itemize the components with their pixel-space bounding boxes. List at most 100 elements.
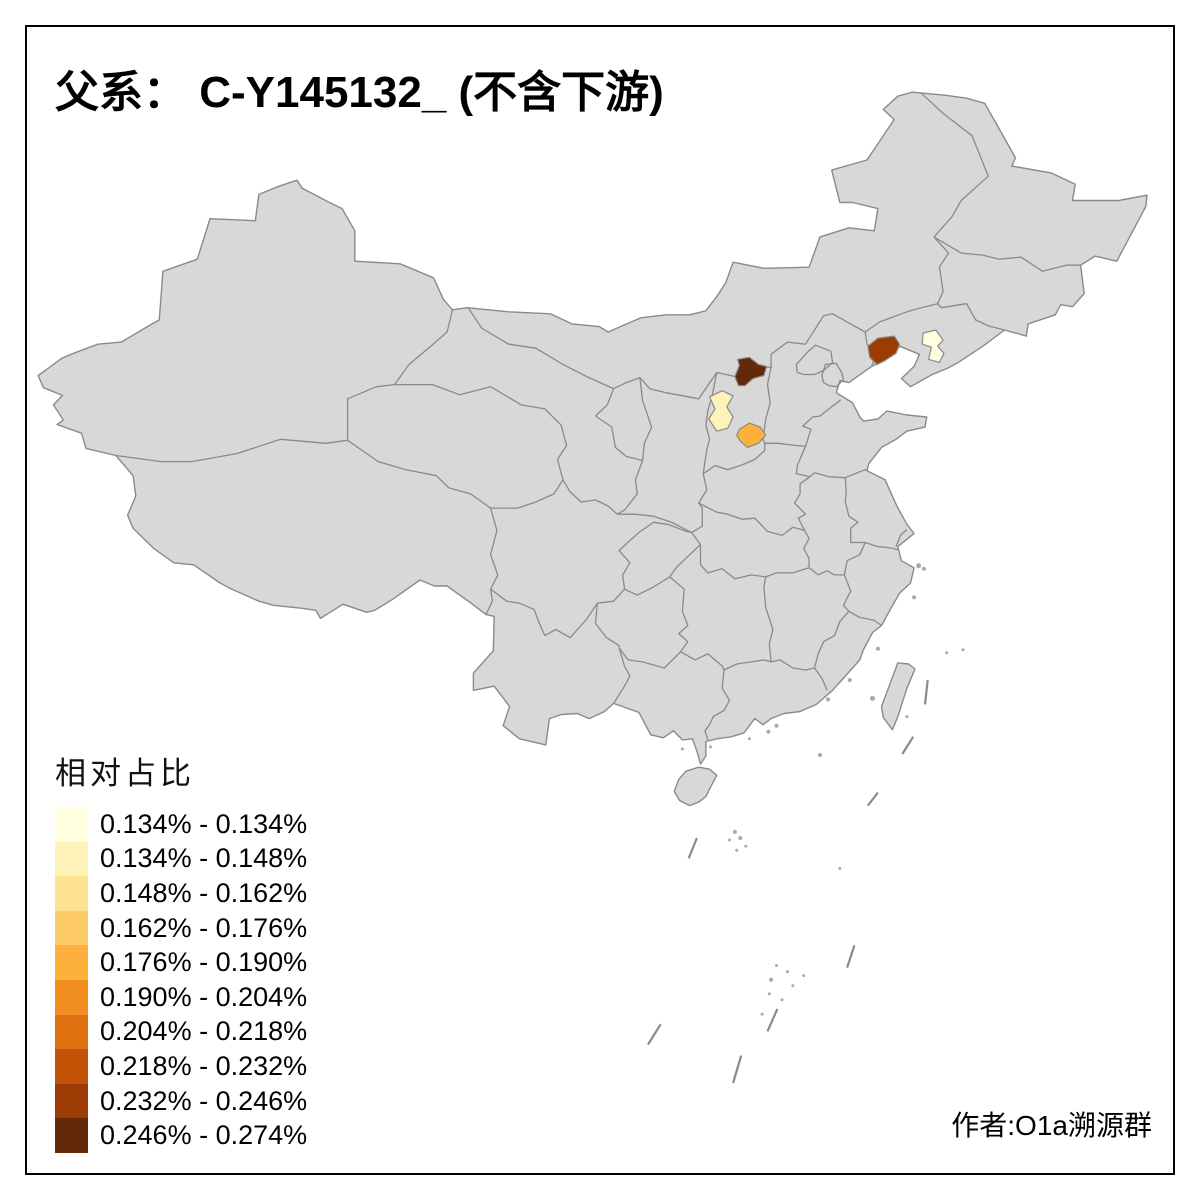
mainland-china xyxy=(37,91,1148,765)
region-4 xyxy=(708,390,734,432)
province-border xyxy=(803,530,810,568)
province-border xyxy=(844,477,866,544)
legend-label: 0.162% - 0.176% xyxy=(100,912,308,943)
province-border xyxy=(821,362,845,388)
islet xyxy=(760,1012,764,1016)
islet xyxy=(785,970,789,974)
sea-boundary-dash xyxy=(647,1023,662,1046)
legend-label: 0.176% - 0.190% xyxy=(100,947,308,978)
province-border xyxy=(795,446,811,478)
islet xyxy=(767,992,771,996)
islet xyxy=(922,566,926,571)
province-border xyxy=(702,443,766,475)
legend-item: 0.218% - 0.232% xyxy=(55,1049,307,1084)
legend: 相对占比 0.134% - 0.134% 0.134% - 0.148% 0.148… xyxy=(55,748,307,1153)
legend-label: 0.134% - 0.148% xyxy=(100,843,308,874)
attribution: 作者:O1a溯源群 xyxy=(951,1110,1152,1141)
legend-item: 0.162% - 0.176% xyxy=(55,910,308,946)
islet xyxy=(826,697,831,702)
islet xyxy=(870,695,875,701)
province-border xyxy=(595,388,615,417)
province-border xyxy=(865,541,898,551)
hainan-island xyxy=(673,766,718,807)
islet xyxy=(709,745,712,749)
sea-boundary-dash xyxy=(687,837,698,859)
province-border xyxy=(618,647,682,669)
legend-items: 0.134% - 0.134% 0.134% - 0.148% 0.148% - 0… xyxy=(55,807,307,1153)
sea-boundary-dash xyxy=(846,944,856,968)
islet xyxy=(802,974,806,978)
legend-swatch xyxy=(55,910,88,946)
legend-item: 0.232% - 0.246% xyxy=(55,1083,307,1119)
taiwan-island xyxy=(880,662,916,731)
province-border xyxy=(468,92,989,400)
province-border xyxy=(490,479,564,509)
region-3 xyxy=(921,329,945,363)
province-border xyxy=(813,610,850,669)
legend-swatch xyxy=(55,807,88,842)
islet xyxy=(766,729,771,734)
sea-boundary-dash xyxy=(923,679,929,705)
sea-boundary-dash xyxy=(901,736,915,755)
province-border xyxy=(937,303,1005,331)
islet xyxy=(735,848,739,852)
province-border xyxy=(347,439,491,509)
sea-boundary-dash xyxy=(867,791,879,807)
province-border xyxy=(802,399,842,447)
legend-swatch xyxy=(55,979,88,1015)
legend-label: 0.204% - 0.218% xyxy=(100,1016,308,1047)
islet xyxy=(738,836,743,840)
province-border xyxy=(394,383,568,480)
islet xyxy=(728,838,731,842)
legend-item: 0.176% - 0.190% xyxy=(55,945,307,980)
islet xyxy=(838,866,842,870)
legend-swatch xyxy=(55,1049,88,1084)
province-border xyxy=(699,544,766,580)
islet xyxy=(680,747,684,751)
province-border xyxy=(680,651,725,671)
legend-label: 0.246% - 0.274% xyxy=(100,1120,308,1151)
province-border xyxy=(597,588,625,604)
islet xyxy=(818,753,822,757)
province-border xyxy=(691,473,708,533)
legend-item: 0.134% - 0.134% xyxy=(55,807,307,842)
province-border xyxy=(485,507,499,615)
legend-item: 0.246% - 0.274% xyxy=(55,1118,307,1153)
sea-boundary-dash xyxy=(732,1055,743,1084)
islet xyxy=(912,595,917,600)
legend-label: 0.134% - 0.134% xyxy=(100,808,308,839)
province-border xyxy=(698,502,805,537)
province-border xyxy=(490,588,598,639)
province-border xyxy=(669,576,689,653)
islet xyxy=(847,678,852,683)
legend-title: 相对占比 xyxy=(55,756,195,791)
province-border xyxy=(765,567,810,578)
islet xyxy=(945,651,949,655)
province-border xyxy=(762,367,772,444)
islet xyxy=(875,646,880,651)
legend-item: 0.190% - 0.204% xyxy=(55,979,308,1015)
legend-swatch xyxy=(55,1014,88,1050)
islet xyxy=(732,829,737,834)
province-border xyxy=(617,513,692,533)
legend-swatch xyxy=(55,876,88,911)
islet xyxy=(905,715,909,719)
islet xyxy=(769,977,774,982)
islet xyxy=(961,648,965,652)
islet xyxy=(916,563,922,569)
province-border xyxy=(933,236,1081,272)
province-border xyxy=(763,576,774,662)
islet xyxy=(780,998,784,1002)
province-border xyxy=(842,574,852,612)
islet xyxy=(791,984,795,988)
province-border xyxy=(795,344,834,376)
legend-label: 0.148% - 0.162% xyxy=(100,877,308,908)
islet xyxy=(747,737,751,741)
province-border xyxy=(845,468,868,479)
province-border xyxy=(562,479,618,515)
province-border xyxy=(895,528,908,547)
legend-label: 0.190% - 0.204% xyxy=(100,981,308,1012)
legend-swatch xyxy=(55,945,88,980)
legend-label: 0.218% - 0.232% xyxy=(100,1050,308,1081)
